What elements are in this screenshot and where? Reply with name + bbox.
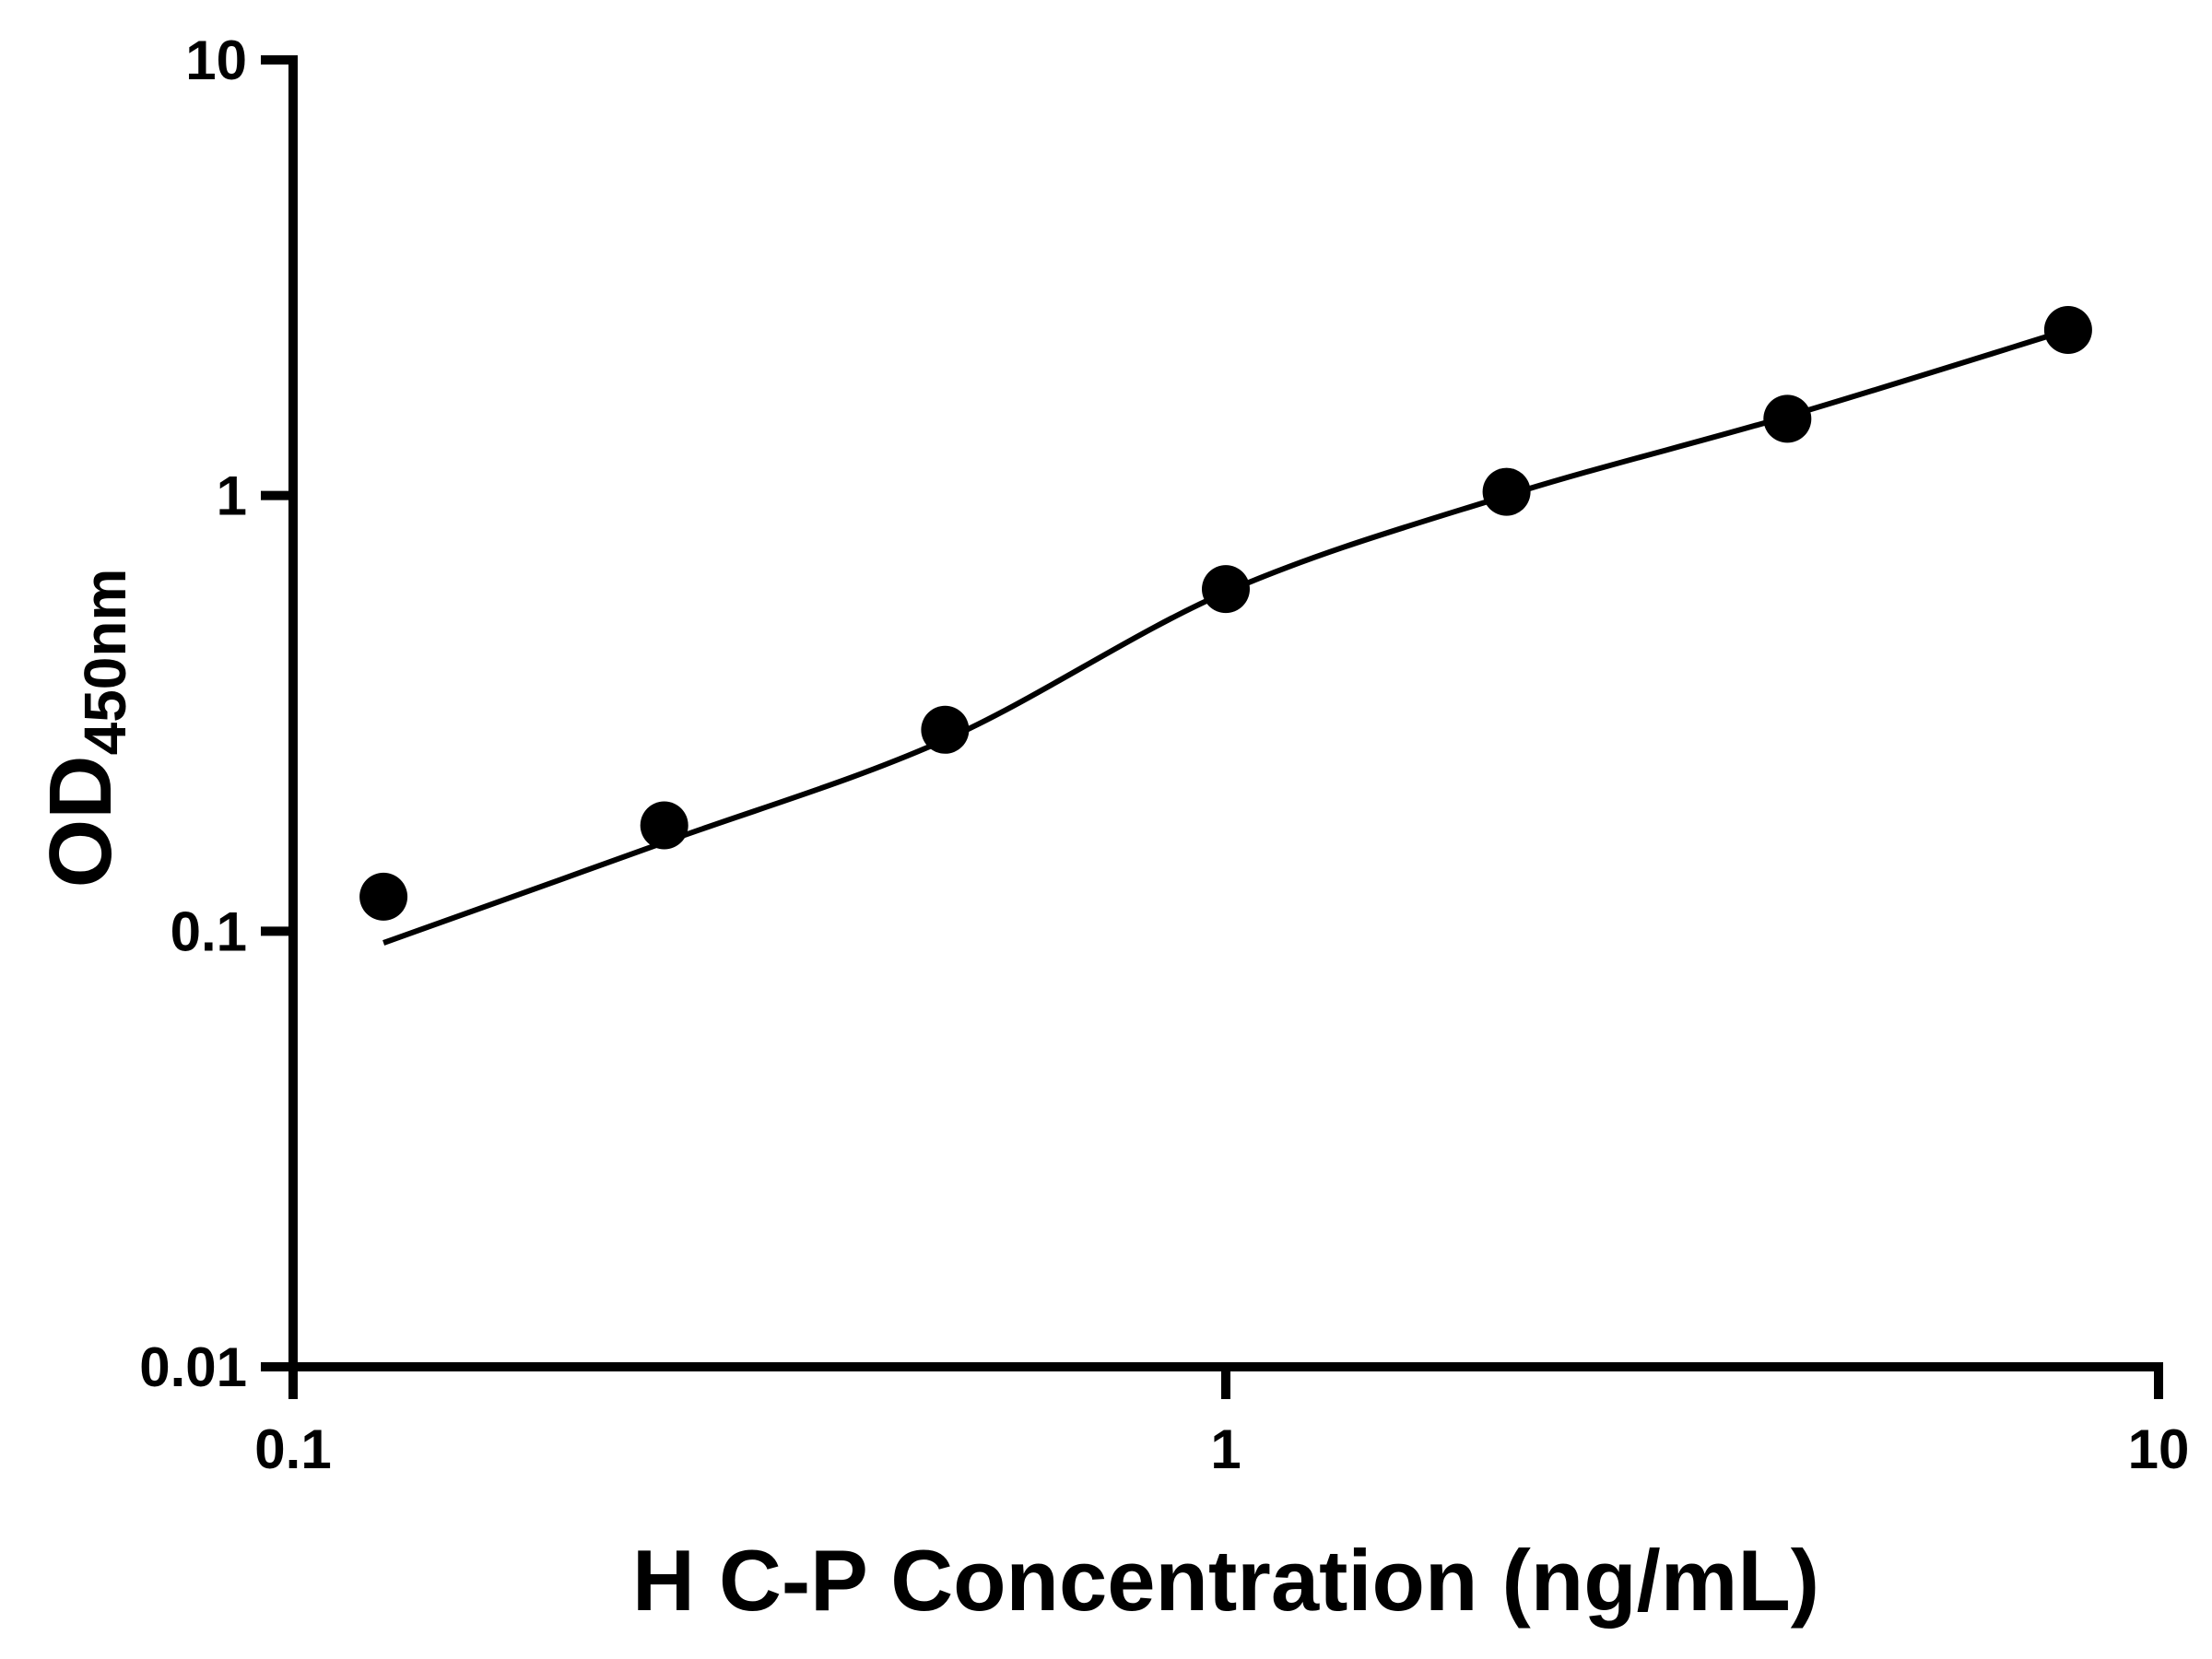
data-point <box>2043 306 2092 354</box>
x-axis-title: H C-P Concentration (ng/mL) <box>631 1532 1820 1629</box>
data-point <box>359 872 408 921</box>
y-axis-title: OD450nm <box>31 569 138 888</box>
data-point <box>921 705 970 754</box>
x-tick-label: 10 <box>2128 1418 2190 1480</box>
x-tick-label: 1 <box>1210 1418 1241 1480</box>
y-tick-label: 1 <box>217 465 247 527</box>
y-tick-label: 10 <box>185 29 247 91</box>
data-point <box>640 801 688 850</box>
data-point <box>1482 467 1531 516</box>
y-axis-title-subscript: 450nm <box>72 568 138 756</box>
data-point <box>1763 394 1812 443</box>
y-axis-title-main: OD <box>31 755 130 888</box>
fit-curve <box>382 327 2069 946</box>
y-tick-label: 0.1 <box>171 900 247 962</box>
y-tick-label: 0.01 <box>139 1336 247 1398</box>
x-tick-label: 0.1 <box>254 1418 331 1480</box>
data-point <box>1202 565 1250 614</box>
